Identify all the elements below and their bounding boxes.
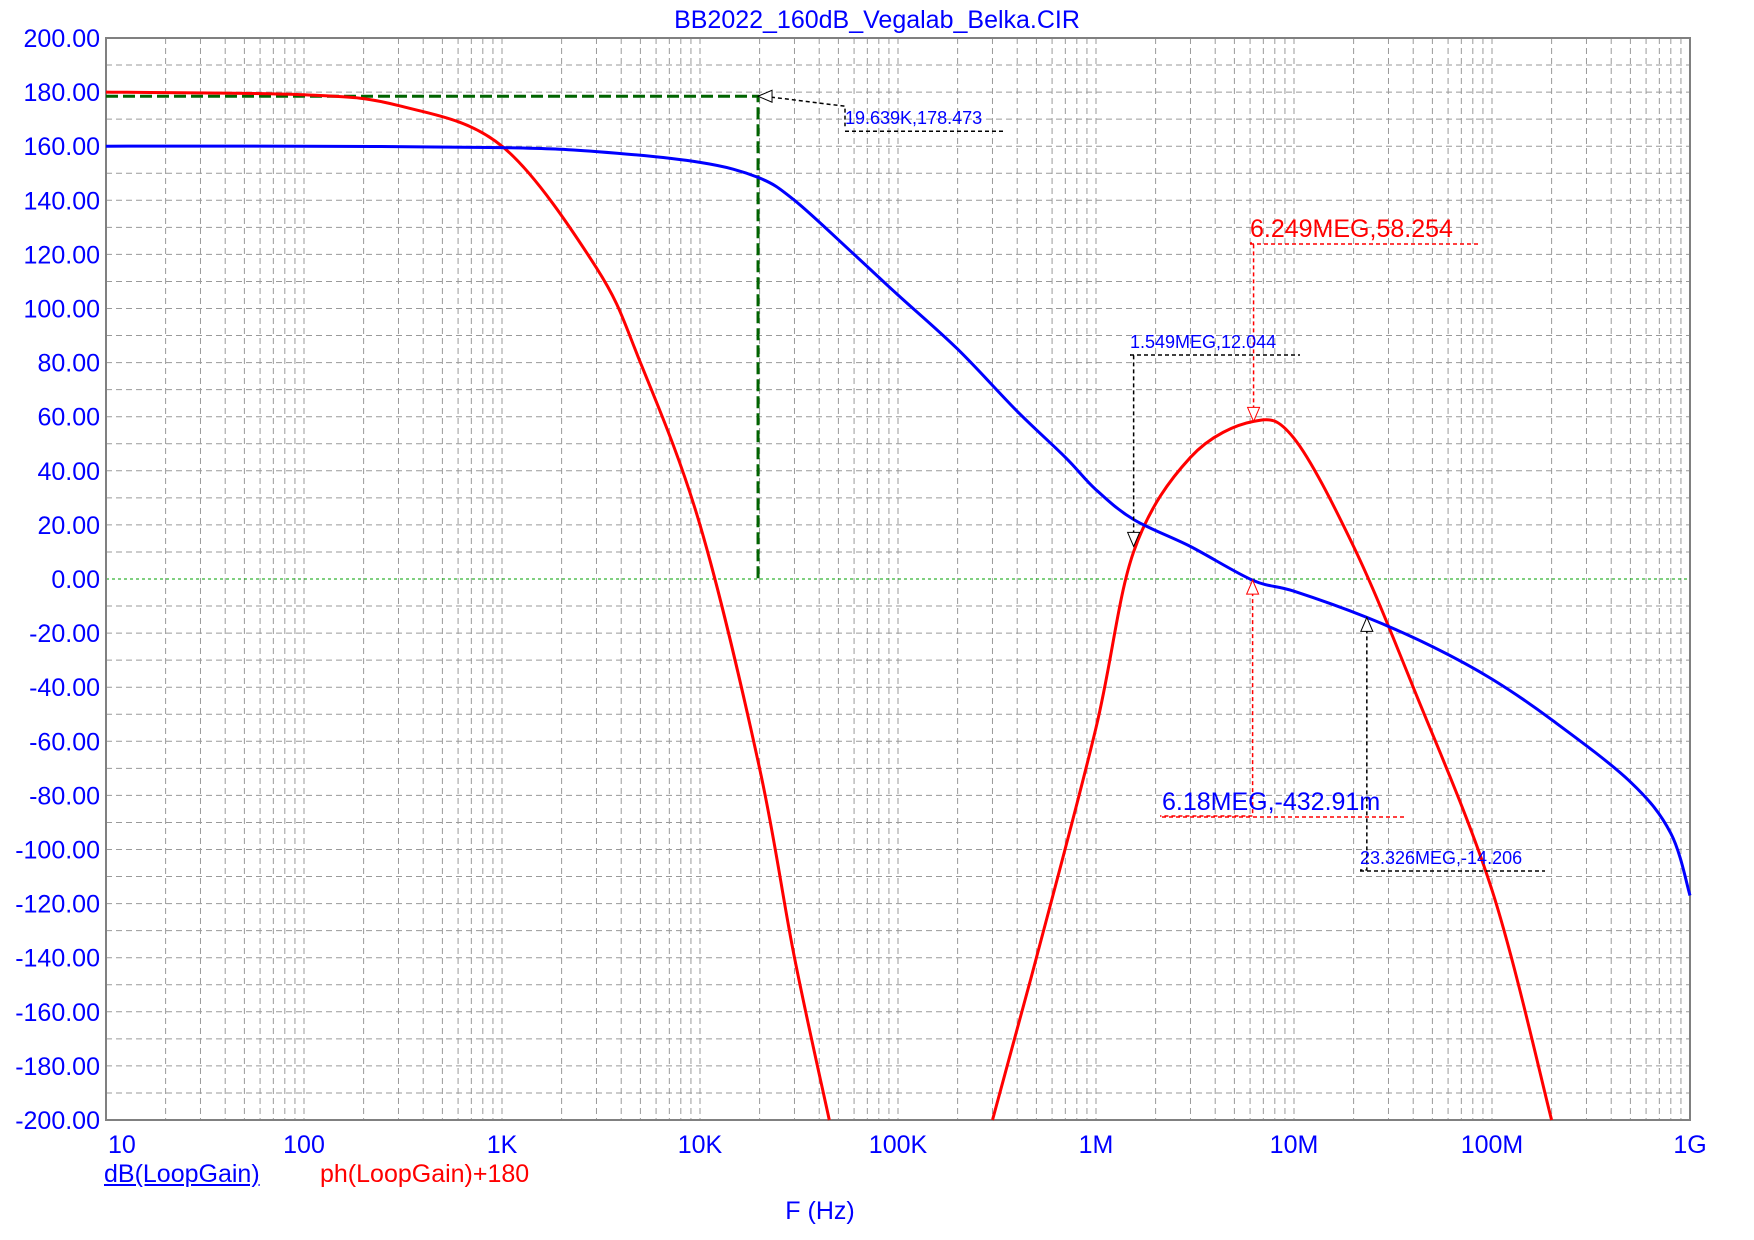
marker-arrow: [1246, 406, 1261, 423]
y-tick-label: 40.00: [37, 458, 100, 486]
y-tick-label: -200.00: [15, 1107, 100, 1135]
y-tick-label: 120.00: [24, 241, 100, 269]
x-tick-label: 100M: [1461, 1131, 1524, 1159]
y-tick-label: -80.00: [29, 782, 100, 810]
y-tick-label: 80.00: [37, 350, 100, 378]
marker-leader-line: [763, 95, 846, 127]
x-axis-label: F (Hz): [785, 1197, 855, 1225]
marker-label: 6.18MEG,-432.91m: [1162, 788, 1380, 816]
series-line-gain: [105, 144, 1692, 896]
y-tick-label: -180.00: [15, 1053, 100, 1081]
y-tick-label: 0.00: [51, 566, 100, 594]
plot-frame: [105, 37, 1691, 1121]
y-tick-label: -40.00: [29, 674, 100, 702]
legend-entry-dB-loopgain: dB(LoopGain): [104, 1160, 260, 1189]
marker-leader-line: [1130, 354, 1135, 535]
y-tick-label: -160.00: [15, 999, 100, 1027]
y-tick-label: -140.00: [15, 945, 100, 973]
marker-label: 23.326MEG,-14.206: [1360, 848, 1522, 868]
x-tick-label: 1K: [487, 1131, 518, 1159]
marker-arrow: [1245, 578, 1260, 595]
x-tick-label: 10K: [678, 1131, 723, 1159]
marker-leader-line: [1360, 629, 1368, 871]
y-tick-label: 140.00: [24, 187, 100, 215]
x-tick-label: 100: [283, 1131, 325, 1159]
y-tick-label: -20.00: [29, 620, 100, 648]
y-tick-label: 180.00: [24, 79, 100, 107]
y-tick-label: 60.00: [37, 404, 100, 432]
legend-label-series-2: ph(LoopGain)+180: [320, 1160, 530, 1188]
marker-arrow: [1360, 616, 1374, 632]
legend-label-series-1: dB(LoopGain): [104, 1160, 260, 1188]
marker-label: 6.249MEG,58.254: [1250, 215, 1453, 243]
marker-arrow: [1126, 531, 1141, 548]
marker-leader-line: [1250, 242, 1255, 410]
marker-label: 19.639K,178.473: [845, 108, 982, 128]
series-line-phase: [105, 90, 831, 1121]
x-tick-label: 10M: [1270, 1131, 1319, 1159]
y-tick-label: 20.00: [37, 512, 100, 540]
y-tick-label: -100.00: [15, 837, 100, 865]
legend-entry-ph-loopgain: ph(LoopGain)+180: [320, 1160, 529, 1189]
y-tick-label: 200.00: [24, 25, 100, 53]
y-tick-label: 160.00: [24, 133, 100, 161]
y-tick-label: -60.00: [29, 728, 100, 756]
y-tick-label: 100.00: [24, 296, 100, 324]
marker-label: 1.549MEG,12.044: [1130, 332, 1276, 352]
x-tick-label: 1M: [1079, 1131, 1114, 1159]
x-tick-label: 1G: [1673, 1131, 1706, 1159]
x-tick-label: 100K: [869, 1131, 928, 1159]
marker-arrow: [756, 89, 773, 103]
x-tick-label: 10: [108, 1131, 136, 1159]
y-tick-label: -120.00: [15, 891, 100, 919]
chart-title: BB2022_160dB_Vegalab_Belka.CIR: [674, 6, 1080, 34]
